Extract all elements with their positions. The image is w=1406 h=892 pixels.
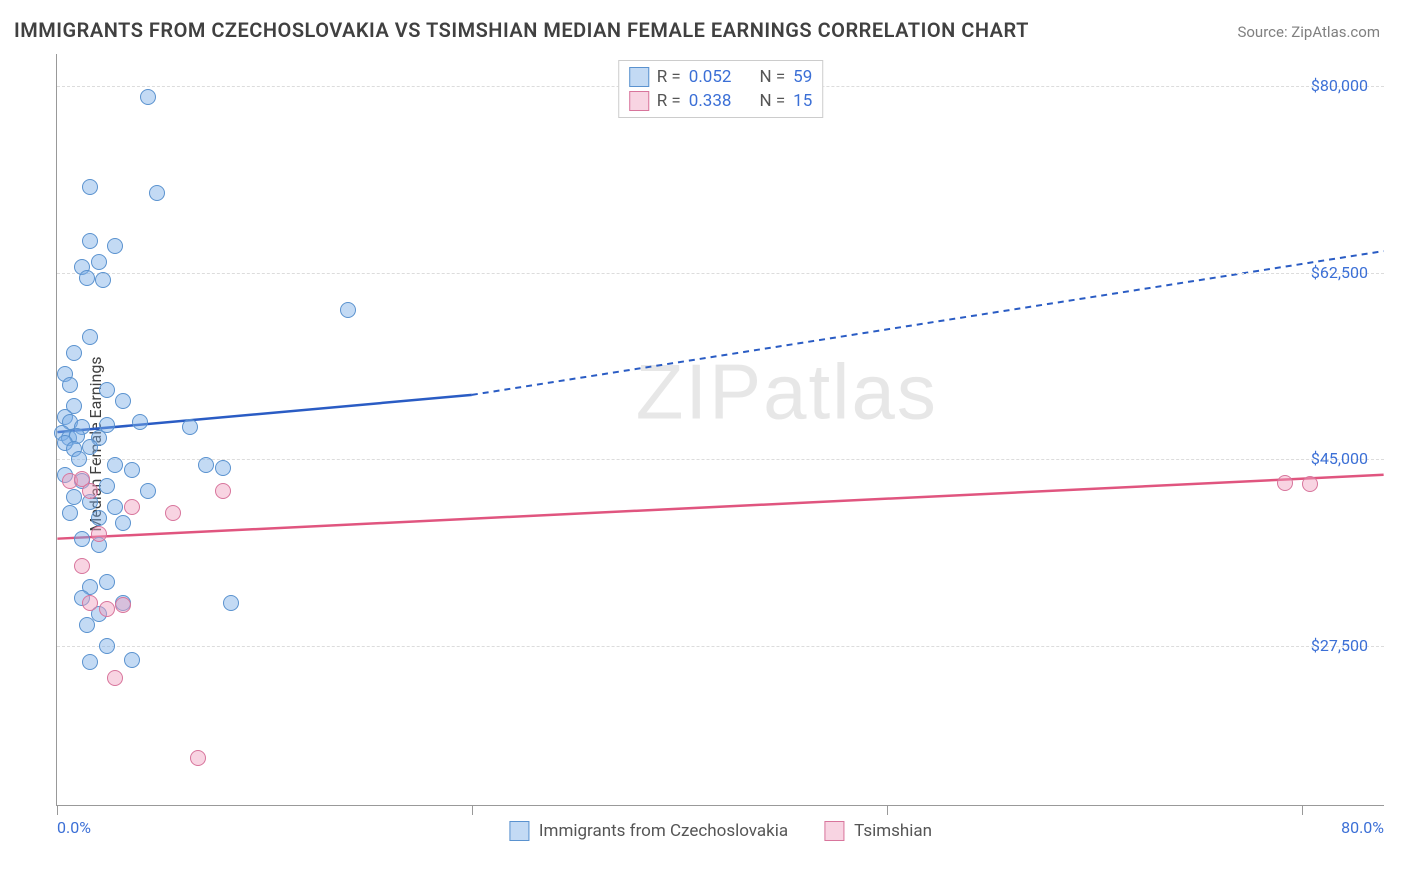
scatter-point (82, 654, 98, 670)
legend-series-item: Tsimshian (824, 821, 932, 841)
legend-series-item: Immigrants from Czechoslovakia (509, 821, 788, 841)
y-tick-label: $80,000 (1311, 76, 1368, 95)
chart-header: IMMIGRANTS FROM CZECHOSLOVAKIA VS TSIMSH… (0, 0, 1406, 50)
scatter-point (215, 483, 231, 499)
scatter-point (95, 272, 111, 288)
x-tick (57, 805, 58, 815)
legend-swatch (824, 821, 844, 841)
scatter-point (124, 652, 140, 668)
scatter-point (190, 750, 206, 766)
scatter-point (82, 179, 98, 195)
scatter-point (107, 499, 123, 515)
legend-n-label: N = (759, 91, 785, 111)
scatter-point (149, 185, 165, 201)
watermark: ZIPatlas (636, 346, 938, 437)
scatter-point (91, 510, 107, 526)
legend-series-label: Immigrants from Czechoslovakia (539, 821, 788, 841)
scatter-point (198, 457, 214, 473)
chart-source: Source: ZipAtlas.com (1237, 23, 1380, 41)
scatter-point (115, 393, 131, 409)
watermark-thin: atlas (763, 347, 938, 435)
scatter-point (1277, 475, 1293, 491)
legend-swatch (629, 91, 649, 111)
scatter-point (115, 597, 131, 613)
legend-r-value: 0.052 (689, 67, 732, 87)
scatter-point (79, 270, 95, 286)
series-legend: Immigrants from Czechoslovakia Tsimshian (509, 821, 932, 841)
legend-n-label: N = (759, 67, 785, 87)
scatter-point (107, 238, 123, 254)
legend-r-value: 0.338 (689, 91, 732, 111)
gridline (57, 459, 1384, 460)
scatter-point (91, 526, 107, 542)
legend-series-label: Tsimshian (854, 821, 932, 841)
legend-n-value: 59 (793, 67, 812, 87)
scatter-point (82, 439, 98, 455)
scatter-point (99, 574, 115, 590)
scatter-point (82, 595, 98, 611)
scatter-point (74, 558, 90, 574)
y-tick-label: $27,500 (1311, 636, 1368, 655)
chart-title: IMMIGRANTS FROM CZECHOSLOVAKIA VS TSIMSH… (14, 18, 1029, 42)
scatter-point (124, 499, 140, 515)
legend-stat-row: R = 0.338 N = 15 (629, 89, 813, 113)
scatter-point (115, 515, 131, 531)
scatter-point (132, 414, 148, 430)
legend-stat-row: R = 0.052 N = 59 (629, 65, 813, 89)
scatter-point (74, 531, 90, 547)
x-tick (1302, 805, 1303, 815)
scatter-point (66, 489, 82, 505)
scatter-point (182, 419, 198, 435)
scatter-point (1302, 476, 1318, 492)
watermark-bold: ZIP (636, 347, 763, 435)
scatter-point (124, 462, 140, 478)
gridline (57, 646, 1384, 647)
x-tick (887, 805, 888, 815)
scatter-point (99, 638, 115, 654)
x-min-label: 0.0% (57, 818, 91, 837)
scatter-point (79, 617, 95, 633)
y-tick-label: $45,000 (1311, 449, 1368, 468)
scatter-point (66, 345, 82, 361)
scatter-point (91, 254, 107, 270)
scatter-point (82, 233, 98, 249)
scatter-point (71, 451, 87, 467)
scatter-point (140, 483, 156, 499)
scatter-point (140, 89, 156, 105)
correlation-legend: R = 0.052 N = 59 R = 0.338 N = 15 (618, 60, 824, 118)
legend-swatch (629, 67, 649, 87)
scatter-point (107, 457, 123, 473)
scatter-point (82, 483, 98, 499)
scatter-point (62, 377, 78, 393)
scatter-point (99, 601, 115, 617)
scatter-point (99, 382, 115, 398)
legend-swatch (509, 821, 529, 841)
y-tick-label: $62,500 (1311, 263, 1368, 282)
legend-r-label: R = (657, 67, 681, 87)
legend-n-value: 15 (793, 91, 812, 111)
x-tick (472, 805, 473, 815)
legend-r-label: R = (657, 91, 681, 111)
regression-lines (57, 54, 1384, 805)
scatter-point (62, 505, 78, 521)
scatter-point (165, 505, 181, 521)
scatter-point (215, 460, 231, 476)
scatter-point (82, 329, 98, 345)
scatter-point (99, 478, 115, 494)
scatter-point (107, 670, 123, 686)
chart-area: Median Female Earnings ZIPatlas R =0.052… (14, 54, 1394, 834)
gridline (57, 273, 1384, 274)
scatter-point (223, 595, 239, 611)
x-max-label: 80.0% (1341, 818, 1384, 837)
plot-region: ZIPatlas R =0.052N =59R =0.338N =15 Immi… (56, 54, 1384, 806)
scatter-point (340, 302, 356, 318)
